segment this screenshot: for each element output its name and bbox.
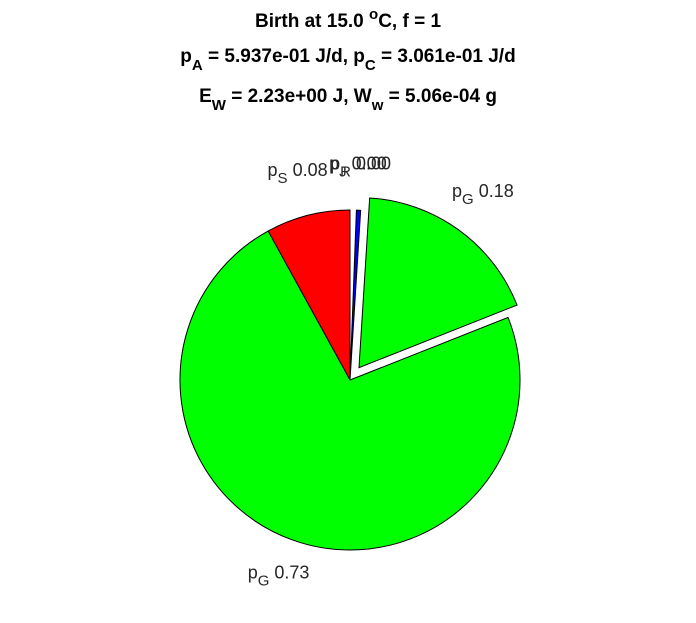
title-text: E (199, 86, 212, 107)
slice-subscript: R (340, 163, 351, 180)
title-text: = 2.23e+00 J, W (226, 86, 372, 107)
slice-value: 0.00 (356, 153, 391, 173)
title-text: = 3.061e-01 J/d (376, 46, 516, 67)
title-line: EW = 2.23e+00 J, Ww = 5.06e-04 g (199, 86, 497, 114)
slice-subscript: G (258, 572, 270, 589)
pie-slice (179, 230, 521, 551)
title-sub: w (371, 97, 384, 114)
title-line: pA = 5.937e-01 J/d, pC = 3.061e-01 J/d (180, 46, 515, 74)
slice-label: pR 0.00 (330, 153, 391, 180)
pie (179, 197, 521, 551)
title-block: Birth at 15.0 oC, f = 1 pA = 5.937e-01 J/… (180, 6, 515, 114)
pie-slice (358, 197, 518, 369)
slice-value: 0.08 (293, 160, 328, 180)
slice-name: p (248, 562, 258, 582)
title-sub: A (192, 57, 203, 74)
slice-label: pJ 0.00 (329, 153, 387, 180)
pie-slice (349, 209, 362, 381)
slice-subscript: J (339, 163, 347, 180)
slice-subscript: G (462, 191, 474, 208)
title-sub: C (365, 57, 376, 74)
title-text: = 5.937e-01 J/d, p (203, 46, 365, 67)
slice-name: p (268, 160, 278, 180)
slice-subscript: S (278, 170, 288, 187)
title-text: C, f = 1 (378, 11, 441, 32)
title-text: Birth at 15.0 (255, 11, 369, 32)
slice-name: p (330, 153, 340, 173)
slice-value: 0.00 (352, 153, 387, 173)
title-text: = 5.06e-04 g (383, 86, 497, 107)
title-text: p (180, 46, 192, 67)
slice-value: 0.73 (274, 562, 309, 582)
slice-label: pG 0.18 (452, 181, 514, 208)
slice-name: p (452, 181, 462, 201)
slice-name: p (329, 153, 339, 173)
title-sub: W (212, 97, 227, 114)
slice-label: pG 0.73 (248, 562, 310, 589)
title-sup: o (369, 6, 378, 23)
slice-label: pS 0.08 (268, 160, 328, 187)
title-line: Birth at 15.0 oC, f = 1 (255, 6, 441, 32)
slice-value: 0.18 (479, 181, 514, 201)
